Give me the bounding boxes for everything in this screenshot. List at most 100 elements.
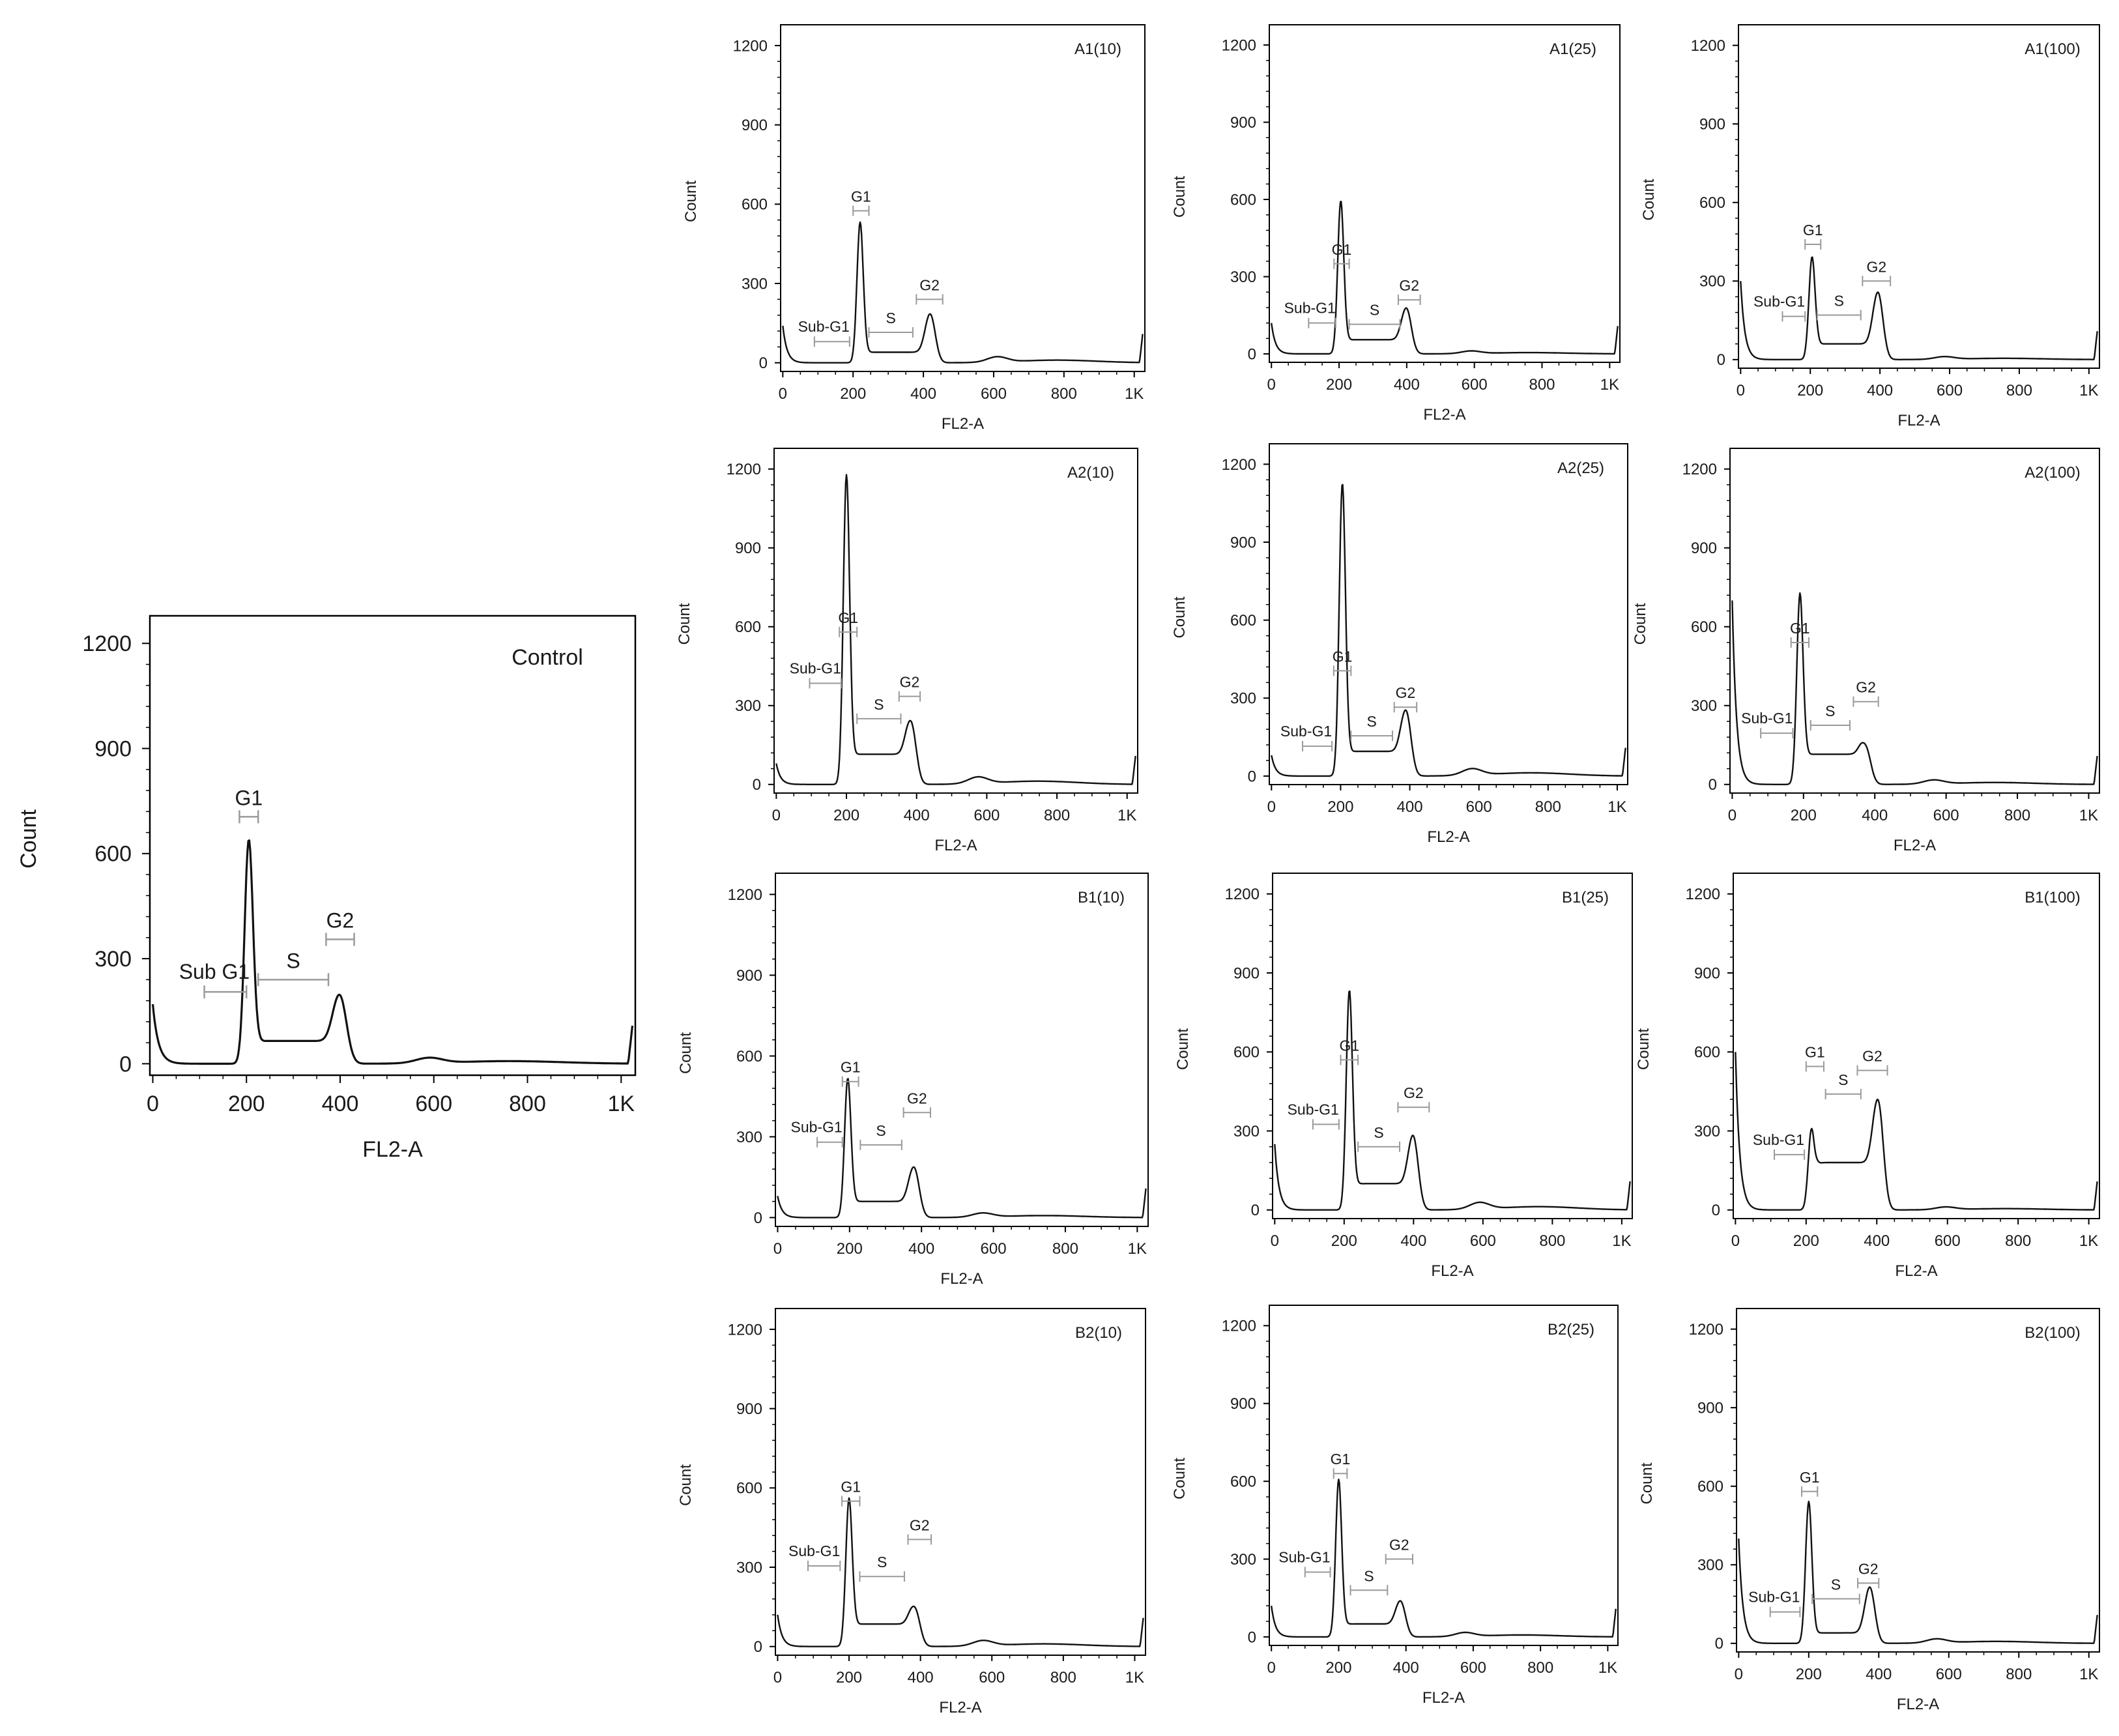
x-tick-label: 0 (1267, 1659, 1276, 1677)
y-axis-label: Count (1632, 603, 1649, 644)
y-tick-label: 0 (1251, 1202, 1260, 1219)
panel-title: B1(10) (1078, 889, 1125, 906)
gate-label: S (874, 696, 884, 713)
x-tick-label: 400 (908, 1669, 934, 1686)
x-tick-label: 600 (1460, 1659, 1486, 1677)
gate-label: Sub-G1 (798, 318, 850, 335)
y-tick-label: 0 (1717, 351, 1725, 369)
histogram-line (777, 1497, 1144, 1647)
gate-label: G1 (841, 1059, 861, 1076)
y-tick-label: 1200 (1225, 886, 1260, 903)
histogram-line (1731, 592, 2098, 785)
gate-s: S (1350, 713, 1394, 742)
gate-label: Sub-G1 (791, 1119, 843, 1136)
y-tick-label: 1200 (1689, 1321, 1723, 1338)
gate-label: G2 (1866, 258, 1886, 275)
gate-label: S (1825, 702, 1835, 719)
y-tick-label: 900 (735, 540, 761, 557)
x-tick-label: 400 (1400, 1232, 1426, 1250)
x-tick-label: 800 (2006, 382, 2032, 399)
gate-g1: G1 (235, 786, 263, 824)
x-axis-label: FL2-A (939, 1699, 981, 1716)
y-tick-label: 0 (1708, 776, 1717, 794)
chart-panel-B2-25: B2(25) 0 300 600 900 1200 0 200 400 600 800 1K FL2-A… (1171, 1305, 1619, 1707)
histogram-line (777, 1078, 1147, 1219)
x-tick-label: 400 (1394, 376, 1420, 394)
gate-g2: G2 (1857, 1560, 1880, 1589)
y-tick-label: 300 (1691, 697, 1717, 715)
gate-g2: G2 (1856, 1048, 1888, 1076)
gate-g2: G2 (325, 909, 355, 946)
y-tick-label: 0 (1248, 1628, 1256, 1646)
y-axis-label: Count (1171, 1458, 1189, 1499)
gate-label: G1 (1332, 241, 1352, 258)
gate-label: G2 (900, 674, 920, 691)
gate-s: S (1816, 293, 1862, 321)
x-tick-label: 200 (1791, 807, 1817, 824)
y-tick-label: 0 (1248, 768, 1256, 785)
x-tick-label: 0 (1735, 1666, 1743, 1683)
gate-label: G1 (851, 188, 871, 205)
y-tick-label: 300 (736, 1129, 762, 1146)
x-tick-label: 400 (904, 807, 930, 824)
y-axis-label: Count (1635, 1028, 1652, 1070)
gate-label: S (877, 1554, 887, 1570)
x-tick-label: 600 (1470, 1232, 1496, 1250)
y-tick-label: 900 (1230, 114, 1256, 132)
gate-g2: G2 (1385, 1537, 1414, 1565)
y-tick-label: 0 (1712, 1202, 1720, 1219)
histogram-line (1738, 1500, 2098, 1644)
y-tick-label: 1200 (82, 631, 132, 656)
y-tick-label: 300 (1230, 268, 1256, 286)
gate-sub-g1: Sub-G1 (791, 1119, 843, 1148)
x-tick-label: 800 (1052, 1240, 1078, 1258)
y-tick-label: 600 (735, 618, 761, 636)
x-axis-label: FL2-A (1894, 837, 1936, 854)
x-tick-label: 1K (2079, 382, 2098, 399)
histogram-line (1271, 201, 1619, 355)
gate-g1: G1 (1803, 222, 1823, 250)
gate-s: S (1824, 1071, 1862, 1099)
gate-label: G2 (910, 1516, 930, 1533)
gate-label: Sub-G1 (1288, 1101, 1339, 1118)
x-tick-label: 0 (147, 1092, 159, 1116)
gate-sub-g1: Sub-G1 (1753, 293, 1806, 322)
plot-frame (1738, 24, 2100, 369)
x-tick-label: 600 (979, 1669, 1005, 1686)
chart-panel-A2-100: A2(100) 0 300 600 900 1200 0 200 400 600 800 1K FL2-… (1632, 448, 2100, 854)
y-tick-label: 1200 (1222, 36, 1256, 54)
y-axis-label: Count (677, 1464, 695, 1506)
y-tick-label: 900 (1691, 540, 1717, 557)
x-axis-label: FL2-A (1897, 1696, 1939, 1713)
gate-sub-g1: Sub G1 (179, 960, 250, 999)
gate-label: Sub-G1 (1280, 723, 1332, 740)
x-tick-label: 1K (1600, 376, 1619, 394)
x-tick-label: 400 (1862, 807, 1888, 824)
gate-g1: G1 (838, 609, 858, 637)
y-tick-label: 1200 (727, 461, 761, 478)
gate-s: S (859, 1554, 905, 1582)
chart-panel-A1-100: A1(100) 0 300 600 900 1200 0 200 400 600 800 1K FL2-… (1640, 24, 2100, 429)
chart-panel-B1-25: B1(25) 0 300 600 900 1200 0 200 400 600 800 1K FL2-A… (1174, 873, 1633, 1280)
gate-label: G1 (1790, 620, 1810, 637)
x-tick-label: 0 (1271, 1232, 1279, 1250)
y-tick-label: 1200 (1222, 1318, 1256, 1335)
gate-g1: G1 (1332, 241, 1352, 269)
x-tick-label: 400 (322, 1092, 359, 1116)
gate-sub-g1: Sub-G1 (790, 659, 842, 689)
x-tick-label: 200 (1326, 376, 1352, 394)
y-tick-label: 600 (1699, 194, 1725, 212)
gate-label: G1 (841, 1479, 861, 1496)
y-tick-label: 600 (1230, 1473, 1256, 1491)
x-tick-label: 600 (1466, 798, 1492, 816)
y-tick-label: 0 (753, 776, 761, 794)
gate-label: Sub-G1 (1748, 1589, 1800, 1606)
y-tick-label: 300 (736, 1559, 762, 1576)
y-tick-label: 600 (94, 842, 132, 867)
x-tick-label: 200 (1796, 1666, 1822, 1683)
x-axis-label: FL2-A (1423, 406, 1465, 424)
gate-s: S (1348, 302, 1401, 330)
gate-g1: G1 (1331, 1451, 1350, 1479)
gate-s: S (859, 1122, 902, 1150)
y-axis-label: Count (682, 181, 700, 222)
